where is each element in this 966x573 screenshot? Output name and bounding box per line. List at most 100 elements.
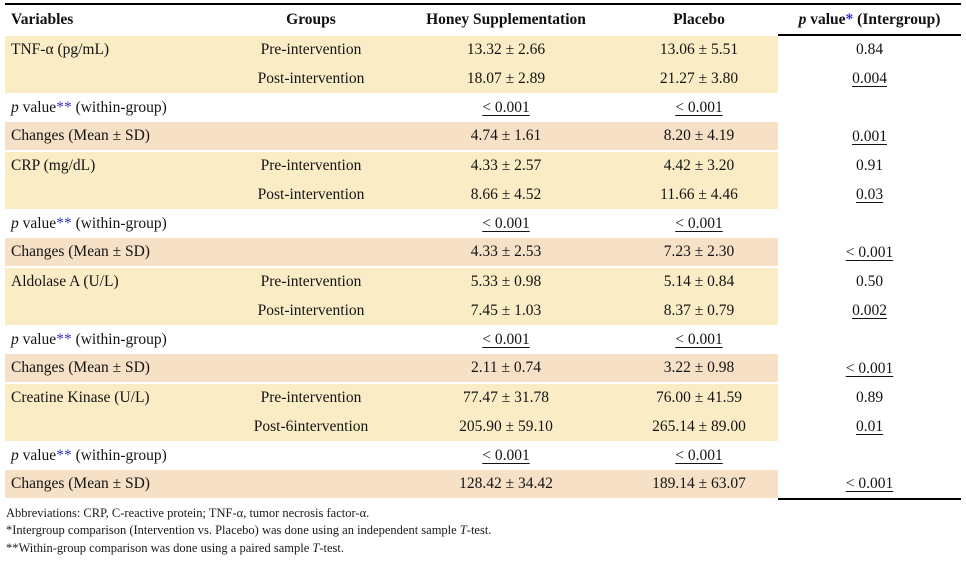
table-row-aldolase-post: Post-intervention 7.45 ± 1.03 8.37 ± 0.7… <box>5 296 961 325</box>
placebo-value-cell: 13.06 ± 5.51 <box>620 34 778 64</box>
honey-value-cell: 7.45 ± 1.03 <box>392 296 620 325</box>
table-row-crp-changes: Changes (Mean ± SD) 4.33 ± 2.53 7.23 ± 2… <box>5 238 961 268</box>
p-value-cell <box>778 441 961 470</box>
placebo-value-cell: 3.22 ± 0.98 <box>620 354 778 384</box>
footnote-intergroup: *Intergroup comparison (Intervention vs.… <box>6 523 492 538</box>
placebo-value-cell: 265.14 ± 89.00 <box>620 412 778 441</box>
p-value-cell: 0.89 <box>855 388 884 406</box>
p-value-cell <box>778 93 961 122</box>
p-value-cell: 0.002 <box>852 301 887 319</box>
header-row: Variables Groups Honey Supplementation P… <box>5 4 961 35</box>
honey-value-cell: 2.11 ± 0.74 <box>392 354 620 384</box>
honey-value-cell: 5.33 ± 0.98 <box>392 266 620 296</box>
honey-value-cell: 128.42 ± 34.42 <box>392 470 620 500</box>
honey-value-cell: 13.32 ± 2.66 <box>392 34 620 64</box>
group-cell: Post-intervention <box>230 180 392 209</box>
asterisk: * <box>845 10 854 28</box>
variable-name-cell: Aldolase A (U/L) <box>5 266 230 296</box>
table-header: Variables Groups Honey Supplementation P… <box>5 4 961 35</box>
p-value-cell <box>778 209 961 238</box>
placebo-value-cell: < 0.001 <box>675 214 723 232</box>
placebo-value-cell: 189.14 ± 63.07 <box>620 470 778 500</box>
variable-name-cell: Creatine Kinase (U/L) <box>5 382 230 412</box>
placebo-value-cell: 11.66 ± 4.46 <box>620 180 778 209</box>
p-value-cell: 0.50 <box>855 272 884 290</box>
header-honey: Honey Supplementation <box>426 10 586 28</box>
group-cell: Pre-intervention <box>230 382 392 412</box>
header-variables: Variables <box>11 10 74 28</box>
honey-value-cell: 4.33 ± 2.57 <box>392 150 620 180</box>
honey-value-cell: 8.66 ± 4.52 <box>392 180 620 209</box>
variable-name-cell <box>5 180 230 209</box>
p-value-cell <box>778 325 961 354</box>
double-asterisk: ** <box>56 214 72 232</box>
table-row-ck-within: p value** (within-group) < 0.001 < 0.001 <box>5 441 961 470</box>
table-row-crp-pre: CRP (mg/dL) Pre-intervention 4.33 ± 2.57… <box>5 150 961 180</box>
variable-name-cell: CRP (mg/dL) <box>5 150 230 180</box>
p-value-cell: 0.001 <box>852 127 887 145</box>
double-asterisk: ** <box>56 98 72 116</box>
p-value-cell: 0.03 <box>855 185 884 203</box>
placebo-value-cell: 21.27 ± 3.80 <box>620 64 778 93</box>
p-value-cell: < 0.001 <box>845 243 894 261</box>
table-row-crp-within: p value** (within-group) < 0.001 < 0.001 <box>5 209 961 238</box>
placebo-value-cell: 4.42 ± 3.20 <box>620 150 778 180</box>
variable-name-cell <box>5 412 230 441</box>
table-row-aldolase-pre: Aldolase A (U/L) Pre-intervention 5.33 ±… <box>5 266 961 296</box>
placebo-value-cell: 76.00 ± 41.59 <box>620 382 778 412</box>
placebo-value-cell: 5.14 ± 0.84 <box>620 266 778 296</box>
changes-label-cell: Changes (Mean ± SD) <box>5 122 392 152</box>
placebo-value-cell: 7.23 ± 2.30 <box>620 238 778 268</box>
table-row-ck-post: Post-6intervention 205.90 ± 59.10 265.14… <box>5 412 961 441</box>
placebo-value-cell: < 0.001 <box>675 446 723 464</box>
within-group-label-cell: p value** (within-group) <box>11 98 167 116</box>
placebo-value-cell: 8.37 ± 0.79 <box>620 296 778 325</box>
honey-value-cell: 18.07 ± 2.89 <box>392 64 620 93</box>
table-row-tnf-post: Post-intervention 18.07 ± 2.89 21.27 ± 3… <box>5 64 961 93</box>
table-row-tnf-within: p value** (within-group) < 0.001 < 0.001 <box>5 93 961 122</box>
header-placebo: Placebo <box>673 10 725 28</box>
header-p-value-intergroup: p value* (Intergroup) <box>798 10 941 28</box>
p-value-cell: < 0.001 <box>845 359 894 377</box>
honey-value-cell: 205.90 ± 59.10 <box>392 412 620 441</box>
table-row-aldolase-changes: Changes (Mean ± SD) 2.11 ± 0.74 3.22 ± 0… <box>5 354 961 384</box>
placebo-value-cell: < 0.001 <box>675 330 723 348</box>
p-symbol: p <box>11 446 19 464</box>
p-value-cell: 0.91 <box>855 156 884 174</box>
placebo-value-cell: 8.20 ± 4.19 <box>620 122 778 152</box>
variable-name-cell: TNF-α (pg/mL) <box>5 34 230 64</box>
p-symbol: p <box>11 98 19 116</box>
double-asterisk: ** <box>56 330 72 348</box>
variable-name-cell <box>5 64 230 93</box>
group-cell: Post-intervention <box>230 296 392 325</box>
p-symbol: p <box>11 330 19 348</box>
p-value-cell: 0.004 <box>852 69 887 87</box>
honey-value-cell: < 0.001 <box>482 98 530 116</box>
table-row-crp-post: Post-intervention 8.66 ± 4.52 11.66 ± 4.… <box>5 180 961 209</box>
group-cell: Post-intervention <box>230 64 392 93</box>
p-value-cell: 0.84 <box>855 41 884 58</box>
footnote-within-group: **Within-group comparison was done using… <box>6 540 344 555</box>
honey-value-cell: < 0.001 <box>482 214 530 232</box>
honey-value-cell: < 0.001 <box>482 330 530 348</box>
group-cell: Pre-intervention <box>230 150 392 180</box>
within-group-label-cell: p value** (within-group) <box>11 446 167 464</box>
table-footnotes: Abbreviations: CRP, C-reactive protein; … <box>5 505 961 557</box>
group-cell: Pre-intervention <box>230 34 392 64</box>
within-group-label-cell: p value** (within-group) <box>11 330 167 348</box>
changes-label-cell: Changes (Mean ± SD) <box>5 354 392 384</box>
table-row-ck-changes: Changes (Mean ± SD) 128.42 ± 34.42 189.1… <box>5 470 961 500</box>
double-asterisk: ** <box>56 446 72 464</box>
placebo-value-cell: < 0.001 <box>675 98 723 116</box>
changes-label-cell: Changes (Mean ± SD) <box>5 238 392 268</box>
table-row-tnf-changes: Changes (Mean ± SD) 4.74 ± 1.61 8.20 ± 4… <box>5 122 961 152</box>
p-value-cell: 0.01 <box>855 417 884 435</box>
honey-value-cell: 77.47 ± 31.78 <box>392 382 620 412</box>
variable-name-cell <box>5 296 230 325</box>
group-cell: Post-6intervention <box>230 412 392 441</box>
table-row-tnf-pre: TNF-α (pg/mL) Pre-intervention 13.32 ± 2… <box>5 34 961 64</box>
p-symbol: p <box>11 214 19 232</box>
footnote-abbreviations: Abbreviations: CRP, C-reactive protein; … <box>6 506 370 520</box>
table-row-aldolase-within: p value** (within-group) < 0.001 < 0.001 <box>5 325 961 354</box>
